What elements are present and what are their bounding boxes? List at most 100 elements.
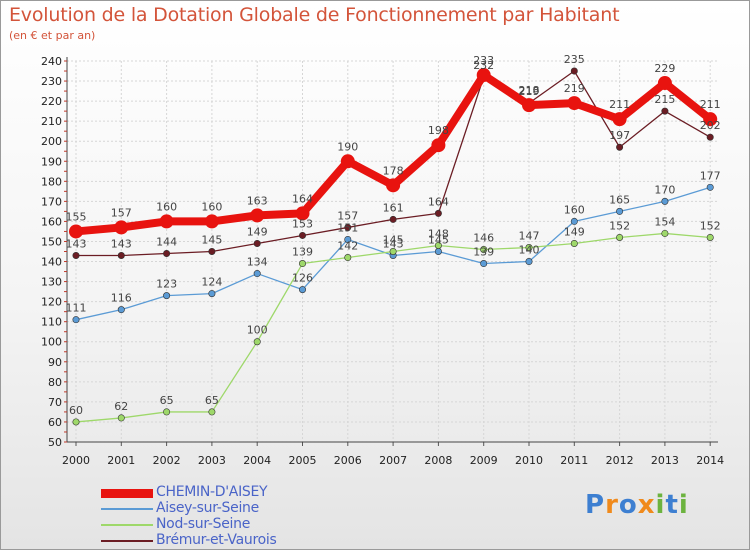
axes: 50 60 70 80 90 100 110 120 130 140 150 160 170 180 190…: [41, 55, 724, 467]
series-layer: [69, 67, 718, 426]
data-point: [72, 418, 80, 426]
series-1: [72, 183, 714, 324]
data-point: [344, 235, 352, 243]
x-tick-label: 2003: [198, 454, 226, 467]
data-label: 160: [564, 203, 585, 216]
data-point: [298, 260, 306, 268]
y-tick-label: 70: [48, 396, 62, 409]
data-label: 190: [337, 140, 358, 153]
data-point: [163, 250, 171, 258]
data-point: [567, 96, 582, 111]
data-label: 157: [337, 209, 358, 222]
data-label: 151: [337, 221, 358, 234]
data-point: [389, 248, 397, 256]
x-tick-label: 2002: [153, 454, 181, 467]
legend-swatch: [101, 524, 153, 526]
legend-label: Brémur-et-Vaurois: [156, 532, 277, 548]
data-point: [434, 241, 442, 249]
data-point: [612, 112, 627, 127]
x-tick-label: 2011: [560, 454, 588, 467]
x-tick-label: 2010: [515, 454, 543, 467]
data-point: [616, 143, 624, 151]
legend-swatch: [101, 488, 153, 498]
y-tick-label: 190: [41, 155, 62, 168]
logo-letter: i: [678, 490, 689, 520]
data-point: [661, 197, 669, 205]
x-tick-label: 2001: [107, 454, 135, 467]
data-point: [208, 248, 216, 256]
y-tick-label: 50: [48, 436, 62, 449]
data-label: 124: [201, 276, 222, 289]
data-point: [72, 316, 80, 324]
x-tick-label: 2013: [651, 454, 679, 467]
y-tick-label: 230: [41, 75, 62, 88]
legend-swatch: [101, 540, 153, 542]
data-point: [525, 258, 533, 266]
y-tick-label: 240: [41, 55, 62, 68]
data-point: [703, 112, 718, 127]
data-point: [163, 292, 171, 300]
data-label: 219: [519, 85, 540, 98]
legend-label: Aisey-sur-Seine: [156, 500, 259, 516]
data-label: 143: [66, 238, 87, 251]
data-label: 126: [292, 272, 313, 285]
chart-title: Evolution de la Dotation Globale de Fonc…: [9, 4, 620, 26]
data-label: 142: [337, 240, 358, 253]
legend-item: Brémur-et-Vaurois: [101, 532, 361, 549]
series-0: [69, 68, 718, 239]
series-2: [72, 229, 714, 426]
series-3: [72, 67, 714, 260]
data-label: 65: [205, 394, 219, 407]
data-point: [616, 233, 624, 241]
data-point: [344, 223, 352, 231]
data-point: [208, 408, 216, 416]
data-label: 149: [247, 225, 268, 238]
data-point: [706, 133, 714, 141]
data-label: 164: [428, 195, 449, 208]
data-label: 134: [247, 256, 268, 269]
data-point: [657, 76, 672, 91]
data-point: [570, 217, 578, 225]
x-tick-label: 2004: [243, 454, 271, 467]
legend-item: Aisey-sur-Seine: [101, 500, 361, 517]
legend-item: CHEMIN-D'AISEY: [101, 484, 361, 501]
data-label: 100: [247, 324, 268, 337]
x-tick-label: 2006: [334, 454, 362, 467]
data-label: 144: [156, 236, 177, 249]
data-point: [480, 245, 488, 253]
data-point: [208, 290, 216, 298]
data-point: [298, 231, 306, 239]
data-point: [570, 67, 578, 75]
data-label: 161: [383, 201, 404, 214]
data-point: [389, 215, 397, 223]
data-point: [295, 206, 310, 221]
data-label: 146: [473, 231, 494, 244]
data-label: 218: [519, 84, 540, 97]
data-label: 143: [111, 238, 132, 251]
y-tick-label: 80: [48, 376, 62, 389]
data-point: [661, 229, 669, 237]
x-tick-label: 2012: [606, 454, 634, 467]
x-tick-label: 2000: [62, 454, 90, 467]
data-point: [72, 252, 80, 260]
data-point: [253, 338, 261, 346]
logo-letter: x: [637, 490, 656, 520]
data-point: [570, 239, 578, 247]
data-label: 163: [247, 194, 268, 207]
y-tick-label: 130: [41, 276, 62, 289]
data-point: [250, 208, 265, 223]
data-label: 139: [473, 246, 494, 259]
x-tick-label: 2007: [379, 454, 407, 467]
y-tick-label: 170: [41, 195, 62, 208]
data-label: 219: [564, 82, 585, 95]
data-label: 155: [66, 210, 87, 223]
data-point: [706, 233, 714, 241]
data-label: 202: [700, 119, 721, 132]
legend-label: Nod-sur-Seine: [156, 516, 251, 532]
y-tick-label: 200: [41, 135, 62, 148]
logo-letter: r: [605, 490, 619, 520]
data-label: 170: [654, 183, 675, 196]
data-label: 177: [700, 169, 721, 182]
data-point: [159, 214, 174, 229]
